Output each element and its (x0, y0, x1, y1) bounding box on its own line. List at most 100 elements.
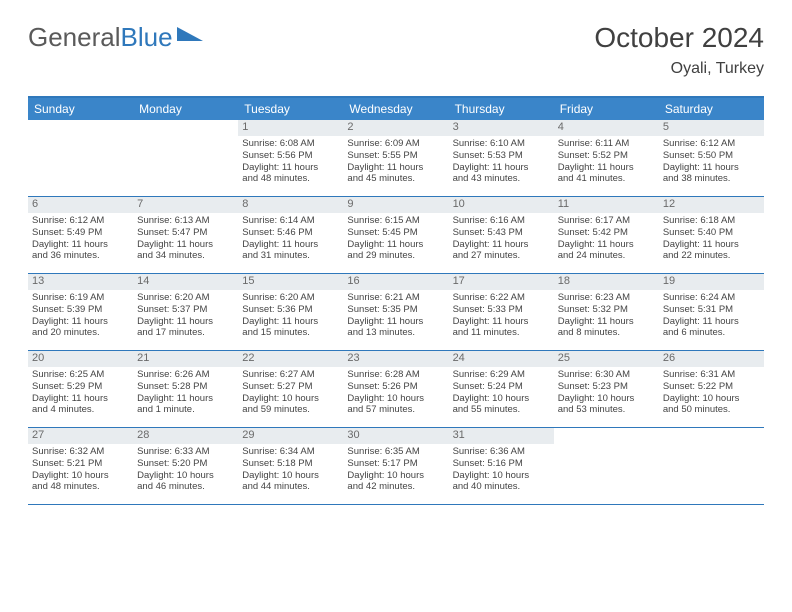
day-cell: 26Sunrise: 6:31 AMSunset: 5:22 PMDayligh… (659, 351, 764, 427)
day-info-line: Sunset: 5:37 PM (137, 304, 234, 316)
day-number: 15 (238, 274, 343, 290)
day-info-line: Sunset: 5:46 PM (242, 227, 339, 239)
day-number: 24 (449, 351, 554, 367)
day-number: 5 (659, 120, 764, 136)
day-info-line: Daylight: 10 hours (32, 470, 129, 482)
day-info-line: Sunset: 5:22 PM (663, 381, 760, 393)
day-info-line: Sunrise: 6:13 AM (137, 215, 234, 227)
day-info-line: and 29 minutes. (347, 250, 444, 262)
day-info-line: Sunrise: 6:35 AM (347, 446, 444, 458)
day-info-line: Sunset: 5:33 PM (453, 304, 550, 316)
day-header: Monday (133, 98, 238, 120)
week-row: 1Sunrise: 6:08 AMSunset: 5:56 PMDaylight… (28, 120, 764, 197)
day-info-line: Sunrise: 6:21 AM (347, 292, 444, 304)
day-info-line: Daylight: 10 hours (347, 393, 444, 405)
day-info-line: Sunrise: 6:11 AM (558, 138, 655, 150)
day-info-line: Sunrise: 6:25 AM (32, 369, 129, 381)
day-info-line: Daylight: 11 hours (32, 239, 129, 251)
day-info-line: Daylight: 10 hours (453, 470, 550, 482)
day-info-line: Sunrise: 6:15 AM (347, 215, 444, 227)
day-info-line: Sunrise: 6:36 AM (453, 446, 550, 458)
day-info-line: Daylight: 11 hours (663, 316, 760, 328)
day-number: 2 (343, 120, 448, 136)
day-info-line: Sunset: 5:29 PM (32, 381, 129, 393)
day-cell: 30Sunrise: 6:35 AMSunset: 5:17 PMDayligh… (343, 428, 448, 504)
day-info-line: Sunrise: 6:14 AM (242, 215, 339, 227)
day-number: 1 (238, 120, 343, 136)
day-info-line: and 17 minutes. (137, 327, 234, 339)
day-info-line: Sunrise: 6:08 AM (242, 138, 339, 150)
day-cell: 29Sunrise: 6:34 AMSunset: 5:18 PMDayligh… (238, 428, 343, 504)
day-info-line: Daylight: 11 hours (663, 162, 760, 174)
day-cell: 11Sunrise: 6:17 AMSunset: 5:42 PMDayligh… (554, 197, 659, 273)
day-cell (133, 120, 238, 196)
day-info-line: Sunrise: 6:16 AM (453, 215, 550, 227)
day-cell: 24Sunrise: 6:29 AMSunset: 5:24 PMDayligh… (449, 351, 554, 427)
day-number: 26 (659, 351, 764, 367)
day-info-line: Daylight: 10 hours (242, 470, 339, 482)
week-row: 13Sunrise: 6:19 AMSunset: 5:39 PMDayligh… (28, 274, 764, 351)
day-info-line: Sunset: 5:28 PM (137, 381, 234, 393)
day-info-line: Sunset: 5:32 PM (558, 304, 655, 316)
day-info-line: Sunset: 5:49 PM (32, 227, 129, 239)
day-info-line: Sunrise: 6:32 AM (32, 446, 129, 458)
day-number: 12 (659, 197, 764, 213)
day-cell: 3Sunrise: 6:10 AMSunset: 5:53 PMDaylight… (449, 120, 554, 196)
day-info-line: and 31 minutes. (242, 250, 339, 262)
day-number: 19 (659, 274, 764, 290)
day-cell: 31 Sunrise: 6:36 AMSunset: 5:16 PMDayligh… (449, 428, 554, 504)
day-cell: 7Sunrise: 6:13 AMSunset: 5:47 PMDaylight… (133, 197, 238, 273)
day-cell: 19Sunrise: 6:24 AMSunset: 5:31 PMDayligh… (659, 274, 764, 350)
day-info-line: Sunrise: 6:12 AM (663, 138, 760, 150)
day-info-line: and 44 minutes. (242, 481, 339, 493)
day-number: 13 (28, 274, 133, 290)
day-header-row: Sunday Monday Tuesday Wednesday Thursday… (28, 98, 764, 120)
day-info-line: Sunset: 5:50 PM (663, 150, 760, 162)
day-number: 31 (449, 428, 554, 444)
day-cell: 16Sunrise: 6:21 AMSunset: 5:35 PMDayligh… (343, 274, 448, 350)
logo-text-1: General (28, 22, 121, 53)
day-info-line: and 41 minutes. (558, 173, 655, 185)
day-number: 21 (133, 351, 238, 367)
day-info-line: and 42 minutes. (347, 481, 444, 493)
day-info-line: Sunset: 5:18 PM (242, 458, 339, 470)
day-cell: 20Sunrise: 6:25 AMSunset: 5:29 PMDayligh… (28, 351, 133, 427)
day-header: Friday (554, 98, 659, 120)
day-info-line: Daylight: 11 hours (453, 239, 550, 251)
day-info-line: Sunset: 5:52 PM (558, 150, 655, 162)
day-cell (28, 120, 133, 196)
day-number: 9 (343, 197, 448, 213)
day-info-line: and 45 minutes. (347, 173, 444, 185)
day-number: 22 (238, 351, 343, 367)
day-cell: 15Sunrise: 6:20 AMSunset: 5:36 PMDayligh… (238, 274, 343, 350)
day-info-line: and 1 minute. (137, 404, 234, 416)
day-info-line: Sunset: 5:17 PM (347, 458, 444, 470)
day-info-line: and 55 minutes. (453, 404, 550, 416)
day-info-line: and 53 minutes. (558, 404, 655, 416)
day-info-line: and 57 minutes. (347, 404, 444, 416)
day-info-line: Daylight: 10 hours (663, 393, 760, 405)
day-header: Sunday (28, 98, 133, 120)
title-block: October 2024 Oyali, Turkey (594, 22, 764, 78)
day-info-line: and 48 minutes. (32, 481, 129, 493)
logo-triangle-icon (177, 17, 203, 48)
day-info-line: and 15 minutes. (242, 327, 339, 339)
day-info-line: Daylight: 10 hours (242, 393, 339, 405)
day-header: Tuesday (238, 98, 343, 120)
day-number: 7 (133, 197, 238, 213)
day-info-line: and 27 minutes. (453, 250, 550, 262)
day-info-line: Daylight: 11 hours (347, 316, 444, 328)
day-info-line: Daylight: 10 hours (347, 470, 444, 482)
week-row: 20Sunrise: 6:25 AMSunset: 5:29 PMDayligh… (28, 351, 764, 428)
day-info-line: and 8 minutes. (558, 327, 655, 339)
day-info-line: Sunset: 5:31 PM (663, 304, 760, 316)
day-info-line: Sunrise: 6:17 AM (558, 215, 655, 227)
day-info-line: Sunset: 5:45 PM (347, 227, 444, 239)
day-info-line: Daylight: 10 hours (453, 393, 550, 405)
day-info-line: and 46 minutes. (137, 481, 234, 493)
day-cell (659, 428, 764, 504)
logo-text-2: Blue (121, 22, 173, 53)
day-info-line: Sunset: 5:16 PM (453, 458, 550, 470)
day-info-line: and 38 minutes. (663, 173, 760, 185)
day-cell: 4Sunrise: 6:11 AMSunset: 5:52 PMDaylight… (554, 120, 659, 196)
